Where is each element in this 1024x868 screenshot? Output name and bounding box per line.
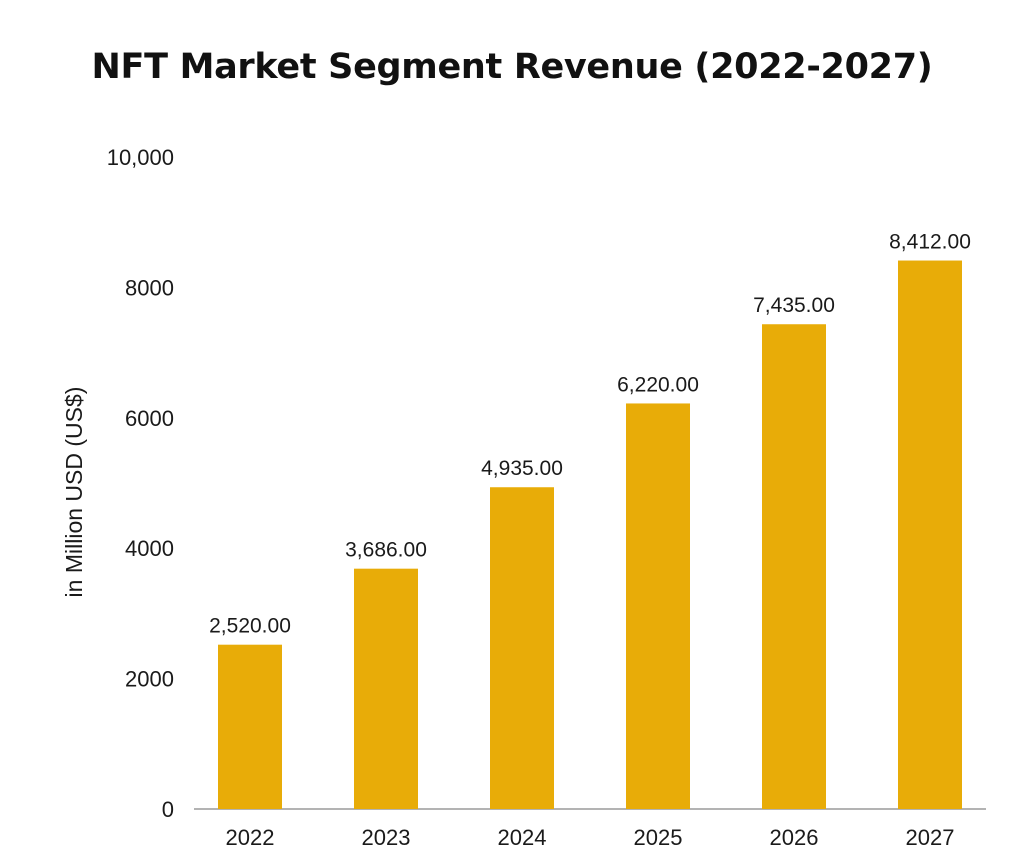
- bar-2023: [354, 568, 418, 809]
- y-tick-label: 4000: [125, 536, 174, 561]
- value-label-2024: 4,935.00: [481, 457, 563, 480]
- x-tick-label-2025: 2025: [634, 825, 683, 850]
- y-tick-label: 0: [162, 797, 174, 822]
- y-tick-label: 2000: [125, 667, 174, 692]
- chart-title: NFT Market Segment Revenue (2022-2027): [91, 47, 933, 87]
- y-axis-title: in Million USD (US$): [61, 387, 87, 598]
- value-label-2027: 8,412.00: [889, 231, 971, 254]
- bar-2024: [490, 487, 554, 809]
- x-tick-label-2023: 2023: [362, 825, 411, 850]
- y-tick-label: 10,000: [107, 145, 174, 170]
- bar-2025: [626, 403, 690, 809]
- x-tick-label-2022: 2022: [226, 825, 275, 850]
- value-labels: 2,520.00 3,686.00 4,935.00 6,220.00 7,435.00…: [209, 231, 971, 638]
- value-label-2022: 2,520.00: [209, 615, 291, 638]
- bar-2022: [218, 644, 282, 809]
- value-label-2023: 3,686.00: [345, 539, 427, 562]
- bars: [218, 260, 962, 809]
- x-tick-label-2024: 2024: [498, 825, 547, 850]
- y-ticks: 0 2000 4000 6000 8000 10,000: [107, 145, 174, 822]
- bar-2026: [762, 324, 826, 809]
- bar-2027: [898, 260, 962, 809]
- value-label-2026: 7,435.00: [753, 294, 835, 317]
- y-tick-label: 6000: [125, 406, 174, 431]
- y-tick-label: 8000: [125, 275, 174, 300]
- x-tick-labels: 2022 2023 2024 2025 2026 2027: [226, 825, 955, 850]
- x-tick-label-2027: 2027: [906, 825, 955, 850]
- value-label-2025: 6,220.00: [617, 373, 699, 396]
- x-tick-label-2026: 2026: [770, 825, 819, 850]
